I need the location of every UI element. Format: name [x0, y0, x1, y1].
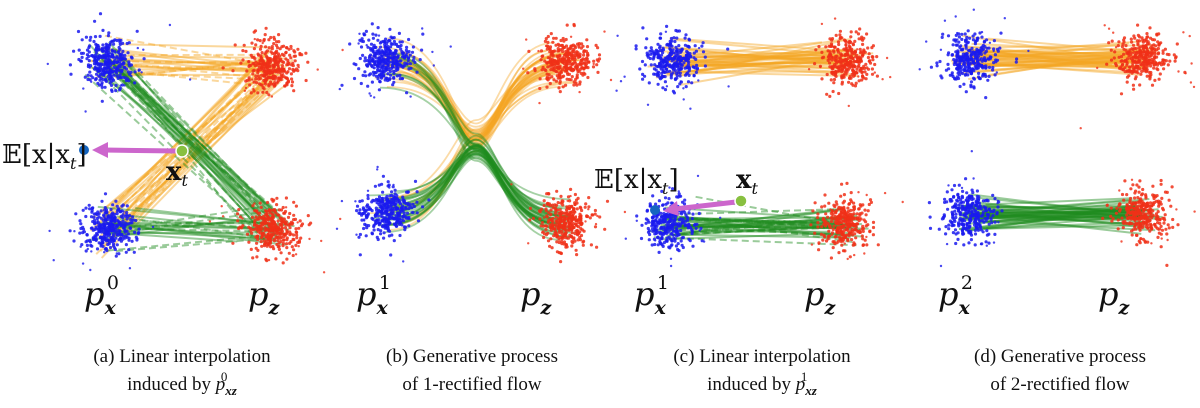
source-cloud-top-b [338, 22, 452, 99]
panel-d [918, 8, 1196, 268]
panel-d-source-label: px2 [938, 272, 973, 319]
conditional-mean-arrow-a [103, 147, 178, 154]
source-cloud-bottom-d [927, 150, 1004, 268]
panel-c-target-label: pz [804, 275, 836, 319]
panel-a [46, 12, 344, 274]
paths-bottom-b [369, 134, 577, 238]
panel-a-target-label: pz [248, 275, 280, 319]
target-cloud-top-c [807, 17, 892, 108]
panel-b-caption-line1: (b) Generative process [386, 346, 558, 367]
panel-a-caption-line2: induced by pxz0 [127, 369, 238, 398]
panel-c-annotation: 𝔼[x|xt] xt [594, 165, 759, 216]
panel-b [335, 22, 627, 264]
panel-b-target-label: pz [520, 275, 552, 319]
panel-d-caption-line1: (d) Generative process [974, 346, 1146, 367]
panel-a-source-label: px0 [84, 272, 119, 319]
arrow-head-c [663, 201, 679, 216]
source-cloud-top-c [615, 24, 730, 110]
panel-c-caption-line1: (c) Linear interpolation [673, 346, 851, 367]
target-cloud-top-b [522, 22, 613, 105]
xt-label-c: xt [736, 165, 759, 198]
mean-dot-c [650, 205, 660, 215]
target-cloud-top-d [1079, 23, 1196, 130]
source-cloud-top-d [918, 8, 1030, 100]
source-cloud-bottom-a [48, 192, 155, 272]
xt-dot-a [175, 144, 189, 158]
paths-top-b [365, 37, 583, 150]
conditional-mean-arrow-c [674, 199, 737, 212]
panel-c-caption-line2: induced by pxz1 [707, 369, 818, 398]
source-cloud-bottom-b [335, 165, 431, 263]
mean-label-c: 𝔼[x|xt] [594, 165, 679, 198]
panel-c-source-label: px1 [634, 272, 669, 319]
mean-dot-a [79, 145, 89, 155]
panel-a-caption-line1: (a) Linear interpolation [93, 346, 271, 367]
xt-dot-c [734, 194, 748, 208]
panel-b-source-label: px1 [356, 272, 391, 319]
panel-b-caption-line2: of 1-rectified flow [402, 374, 542, 395]
mean-label-a: 𝔼[x|xt] [2, 140, 87, 173]
target-cloud-bottom-a [208, 196, 342, 274]
target-cloud-bottom-c [809, 181, 904, 261]
source-cloud-top-a [46, 12, 192, 113]
target-cloud-bottom-b [510, 183, 627, 264]
paths-cross-bottom-b [379, 52, 576, 241]
target-cloud-top-a [221, 26, 344, 98]
arrow-head-a [92, 142, 108, 158]
panel-c [615, 17, 904, 268]
panel-d-caption-line2: of 2-rectified flow [990, 374, 1130, 395]
paths-cross-up-a [89, 47, 294, 259]
target-cloud-bottom-d [1101, 178, 1196, 267]
xt-label-a: xt [166, 157, 189, 190]
panel-d-target-label: pz [1098, 275, 1130, 319]
panel-a-annotation: 𝔼[x|xt] xt [2, 140, 189, 190]
paths-cross-top-b [369, 50, 578, 231]
